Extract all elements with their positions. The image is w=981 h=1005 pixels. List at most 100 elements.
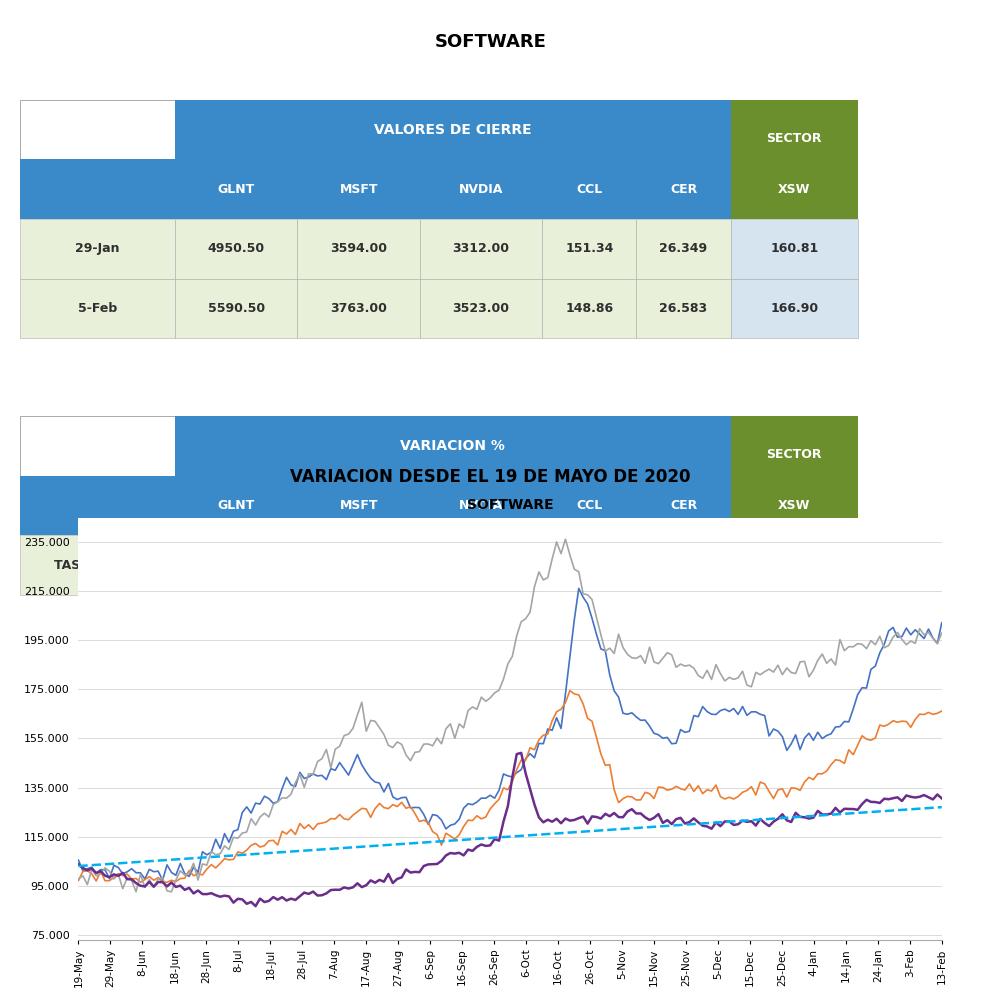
Bar: [297, 219, 420, 278]
Text: -1.64%: -1.64%: [565, 559, 614, 572]
CCL: [73, 858, 84, 870]
Text: GLNT: GLNT: [218, 498, 255, 512]
GLNT: [316, 770, 328, 782]
Text: VALORES DE CIERRE: VALORES DE CIERRE: [374, 123, 532, 137]
Text: CER: CER: [670, 498, 697, 512]
Bar: [20, 416, 175, 475]
Text: 3763.00: 3763.00: [331, 303, 387, 316]
Text: VARIACION %: VARIACION %: [400, 439, 505, 452]
Bar: [731, 160, 857, 219]
Bar: [542, 278, 637, 339]
Bar: [175, 278, 297, 339]
Text: 26.349: 26.349: [659, 242, 707, 255]
Text: 160.81: 160.81: [770, 242, 818, 255]
Text: 6.37%: 6.37%: [459, 559, 502, 572]
Text: 5590.50: 5590.50: [208, 303, 265, 316]
Text: 3594.00: 3594.00: [331, 242, 387, 255]
Bar: [175, 416, 731, 475]
MSFT: [892, 717, 904, 729]
NVDIA: [657, 652, 669, 664]
CER: [108, 857, 120, 869]
Text: VARIACION DESDE EL 19 DE MAYO DE 2020: VARIACION DESDE EL 19 DE MAYO DE 2020: [290, 468, 691, 486]
Bar: [637, 160, 731, 219]
Bar: [637, 219, 731, 278]
CER: [936, 801, 948, 813]
MSFT: [161, 876, 173, 888]
Bar: [731, 278, 857, 339]
MSFT: [657, 782, 669, 794]
CCL: [821, 808, 833, 820]
CCL: [892, 791, 904, 803]
Bar: [637, 278, 731, 339]
Bar: [637, 536, 731, 595]
Text: SECTOR: SECTOR: [766, 132, 822, 145]
Text: CCL: CCL: [576, 183, 602, 196]
Bar: [542, 536, 637, 595]
Line: MSFT: MSFT: [78, 690, 942, 882]
Bar: [731, 475, 857, 536]
Bar: [542, 219, 637, 278]
Bar: [297, 160, 420, 219]
Bar: [297, 536, 420, 595]
GLNT: [157, 874, 169, 886]
Text: SECTOR: SECTOR: [766, 448, 822, 461]
NVDIA: [166, 885, 178, 897]
Text: MSFT: MSFT: [339, 498, 378, 512]
Bar: [20, 99, 175, 160]
NVDIA: [559, 534, 571, 546]
Line: NVDIA: NVDIA: [78, 540, 942, 891]
NVDIA: [316, 753, 328, 765]
MSFT: [316, 817, 328, 829]
Bar: [731, 536, 857, 595]
CCL: [250, 900, 262, 913]
Bar: [175, 475, 297, 536]
NVDIA: [73, 872, 84, 884]
Bar: [20, 536, 175, 595]
Bar: [20, 160, 175, 219]
Text: 4.70%: 4.70%: [336, 559, 381, 572]
GLNT: [821, 730, 833, 742]
Text: 26.583: 26.583: [659, 303, 707, 316]
GLNT: [108, 859, 120, 871]
MSFT: [821, 765, 833, 777]
Bar: [637, 475, 731, 536]
NVDIA: [892, 626, 904, 638]
NVDIA: [936, 627, 948, 639]
Text: CCL: CCL: [576, 498, 602, 512]
GLNT: [73, 854, 84, 866]
Bar: [731, 416, 857, 475]
Text: SOFTWARE: SOFTWARE: [435, 33, 546, 51]
MSFT: [559, 696, 571, 709]
Bar: [175, 99, 731, 160]
Text: 3312.00: 3312.00: [452, 242, 509, 255]
GLNT: [936, 617, 948, 629]
CER: [312, 844, 324, 856]
Bar: [175, 160, 297, 219]
Line: GLNT: GLNT: [78, 588, 942, 880]
Text: 148.86: 148.86: [565, 303, 613, 316]
MSFT: [936, 705, 948, 717]
Line: CCL: CCL: [78, 753, 942, 907]
CCL: [515, 747, 527, 759]
CCL: [657, 817, 669, 829]
Text: 151.34: 151.34: [565, 242, 613, 255]
CCL: [936, 792, 948, 804]
Text: NVDIA: NVDIA: [459, 183, 503, 196]
CCL: [316, 889, 328, 901]
Text: GLNT: GLNT: [218, 183, 255, 196]
Bar: [297, 475, 420, 536]
Bar: [731, 99, 857, 160]
CCL: [564, 815, 576, 827]
Bar: [542, 160, 637, 219]
Text: 4950.50: 4950.50: [208, 242, 265, 255]
Text: TASA DIREC.: TASA DIREC.: [54, 559, 141, 572]
Text: NVDIA: NVDIA: [459, 498, 503, 512]
Bar: [20, 475, 175, 536]
NVDIA: [108, 873, 120, 885]
Bar: [731, 219, 857, 278]
Text: MSFT: MSFT: [339, 183, 378, 196]
CER: [883, 805, 895, 817]
Text: 0.89%: 0.89%: [662, 559, 705, 572]
Bar: [420, 160, 542, 219]
NVDIA: [821, 657, 833, 669]
